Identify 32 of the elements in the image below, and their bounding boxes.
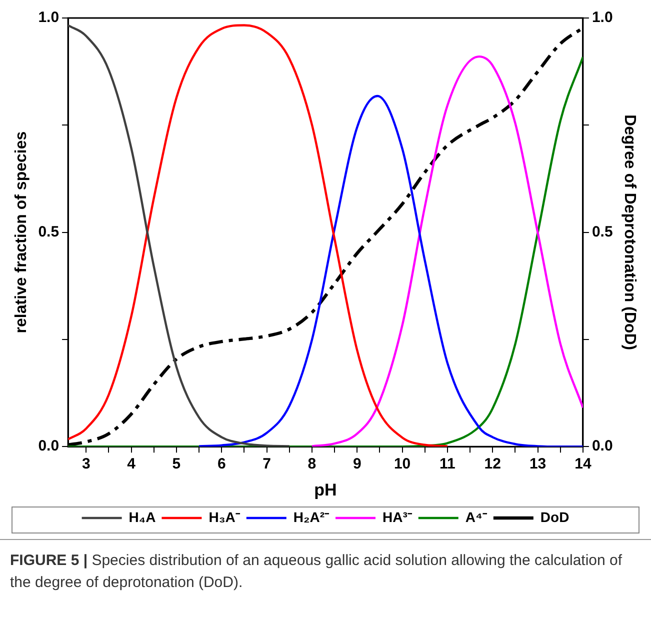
y2-tick-label: 0.5 — [592, 223, 613, 240]
x-tick-label: 3 — [82, 456, 90, 473]
y-tick-label: 0.0 — [38, 438, 60, 455]
y-axis-title: relative fraction of species — [13, 131, 30, 334]
x-axis-title: pH — [314, 480, 337, 500]
y-tick-label: 1.0 — [38, 9, 60, 26]
legend-label: H₄A — [128, 508, 156, 525]
line-series — [68, 24, 449, 447]
legend-label: A⁴⁻ — [465, 508, 488, 525]
x-tick-label: 14 — [574, 456, 592, 473]
x-tick-label: 5 — [172, 456, 181, 473]
x-tick-label: 11 — [440, 456, 456, 473]
line-series — [68, 24, 290, 447]
y2-tick-label: 0.0 — [592, 438, 613, 455]
legend-label: H₃A⁻ — [208, 508, 240, 525]
legend-label: HA³⁻ — [382, 508, 412, 525]
legend-label: DoD — [540, 508, 570, 525]
legend-label: H₂A²⁻ — [293, 508, 330, 525]
y-tick-label: 0.5 — [38, 223, 60, 240]
y2-axis-title: Degree of Deprotonation (DoD) — [620, 114, 638, 350]
x-tick-label: 4 — [127, 456, 136, 473]
line-series — [310, 55, 583, 447]
x-tick-label: 13 — [529, 456, 546, 473]
y2-tick-label: 1.0 — [592, 9, 613, 26]
line-series — [198, 94, 583, 447]
x-tick-label: 8 — [308, 456, 316, 473]
x-tick-label: 12 — [484, 456, 501, 473]
caption: FIGURE 5 | Species distribution of an aqueous gallic acid solution allowing the calculation of the degree of deprotonation (DoD). — [10, 551, 624, 593]
x-tick-label: 7 — [262, 456, 271, 473]
x-tick-label: 6 — [217, 456, 226, 473]
x-tick-label: 9 — [352, 456, 362, 473]
x-tick-label: 10 — [394, 456, 411, 473]
